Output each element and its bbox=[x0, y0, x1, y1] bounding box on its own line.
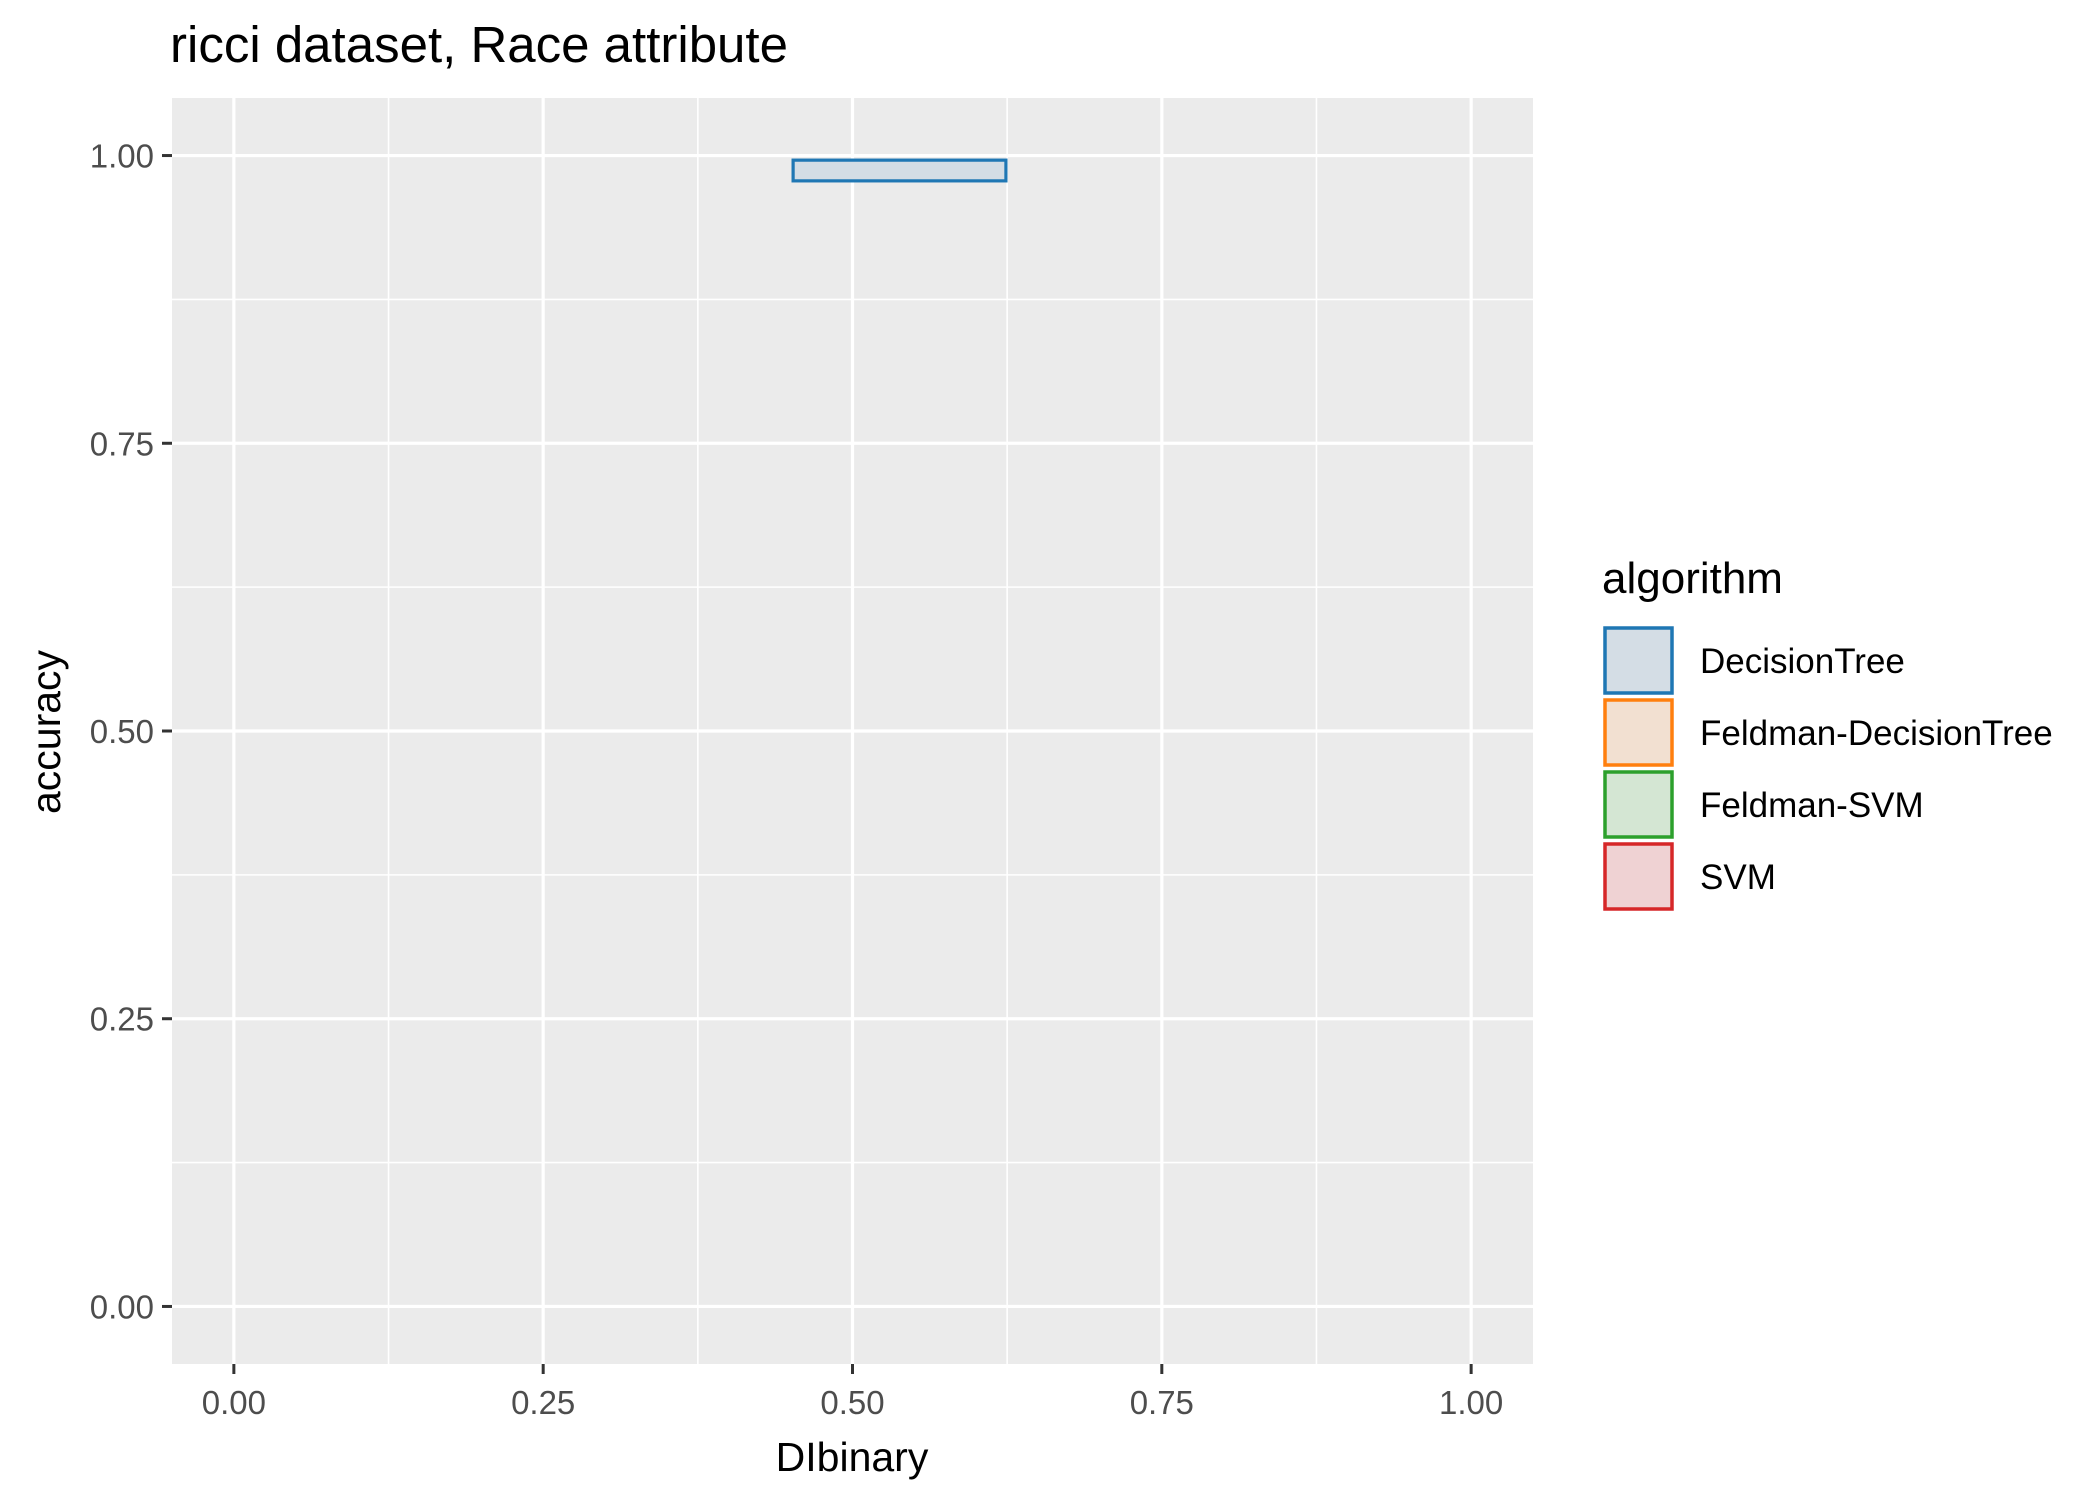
legend-entries: DecisionTree Feldman-DecisionTree Feldman-… bbox=[1603, 626, 2053, 911]
x-tick-label: 1.00 bbox=[1439, 1384, 1503, 1421]
x-tick-label: 0.25 bbox=[511, 1384, 575, 1421]
legend-label-svm: SVM bbox=[1700, 858, 1776, 897]
major-gridlines bbox=[172, 98, 1533, 1364]
chart-title: ricci dataset, Race attribute bbox=[170, 16, 788, 73]
x-axis: 0.00 0.25 0.50 0.75 1.00 bbox=[202, 1364, 1503, 1421]
legend-label-feldman-decisiontree: Feldman-DecisionTree bbox=[1700, 714, 2053, 753]
legend: algorithm DecisionTree Feldman-DecisionTr… bbox=[1602, 554, 2053, 911]
data-rect-decisiontree bbox=[791, 158, 1008, 183]
y-tick-label: 0.50 bbox=[90, 713, 154, 750]
legend-key-decisiontree bbox=[1603, 626, 1674, 695]
legend-title: algorithm bbox=[1602, 554, 1783, 603]
legend-key-feldman-svm bbox=[1603, 770, 1674, 839]
y-tick-label: 0.00 bbox=[90, 1288, 154, 1325]
legend-key-feldman-decisiontree bbox=[1603, 698, 1674, 767]
y-axis: 0.00 0.25 0.50 0.75 1.00 bbox=[90, 138, 172, 1325]
y-axis-title: accuracy bbox=[23, 649, 69, 814]
legend-label-decisiontree: DecisionTree bbox=[1700, 642, 1905, 681]
y-tick-label: 0.25 bbox=[90, 1001, 154, 1038]
y-tick-label: 0.75 bbox=[90, 425, 154, 462]
x-tick-label: 0.75 bbox=[1130, 1384, 1194, 1421]
y-tick-label: 1.00 bbox=[90, 138, 154, 175]
data-rects bbox=[791, 158, 1008, 183]
x-tick-label: 0.50 bbox=[820, 1384, 884, 1421]
x-tick-label: 0.00 bbox=[202, 1384, 266, 1421]
x-axis-title: DIbinary bbox=[776, 1434, 929, 1480]
legend-key-svm bbox=[1603, 842, 1674, 911]
legend-label-feldman-svm: Feldman-SVM bbox=[1700, 786, 1924, 825]
